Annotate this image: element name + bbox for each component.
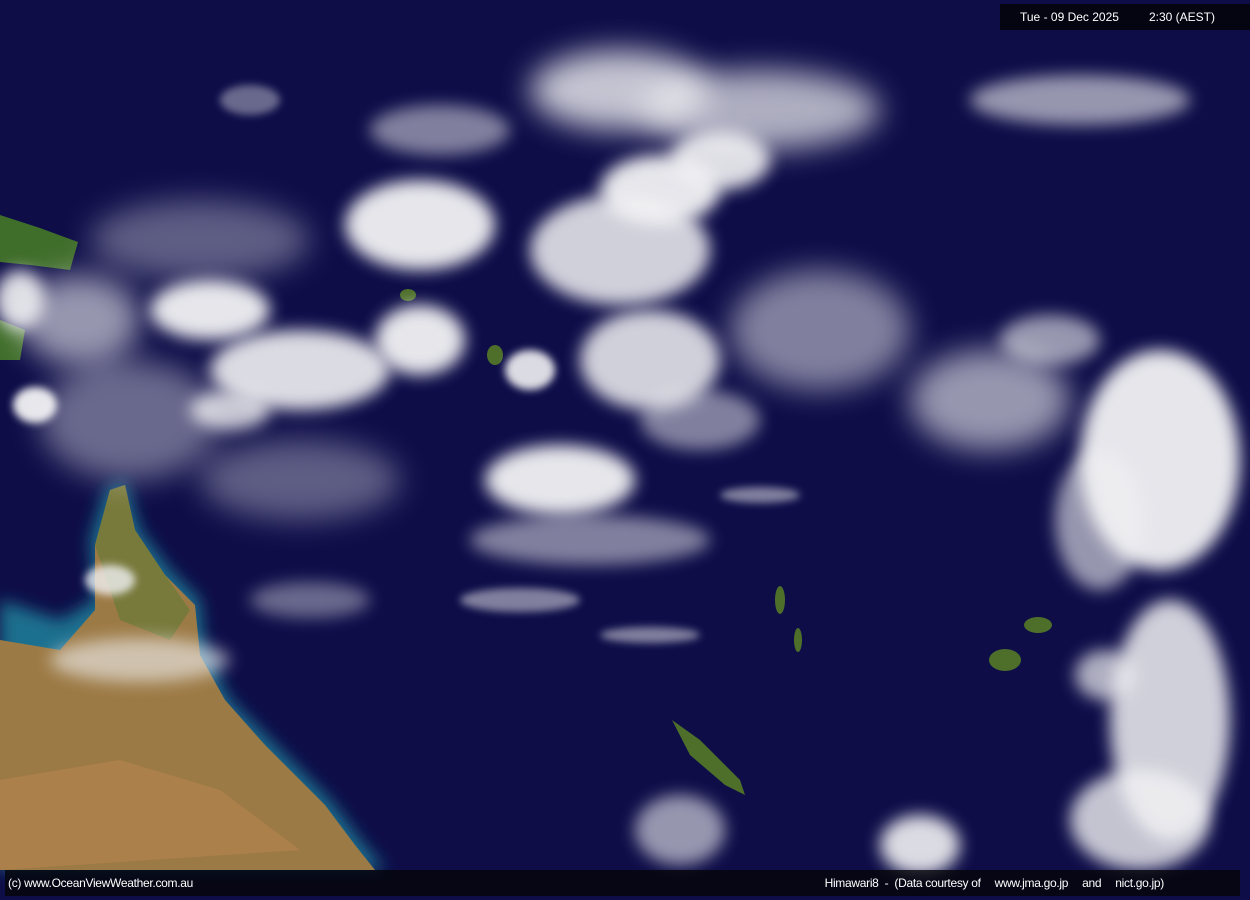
cloud xyxy=(640,390,760,450)
cloud xyxy=(1070,770,1210,870)
cloud xyxy=(370,105,510,155)
time-label: 2:30 (AEST) xyxy=(1148,10,1215,24)
cloud xyxy=(210,330,390,410)
cloud xyxy=(485,445,635,515)
cloud xyxy=(600,627,700,643)
date-label: Tue - 09 Dec 2025 xyxy=(1020,10,1119,24)
cloud xyxy=(345,180,495,270)
jma-link[interactable]: www.jma.go.jp xyxy=(994,876,1069,890)
cloud xyxy=(150,280,270,340)
cloud xyxy=(880,815,960,875)
cloud xyxy=(85,565,135,595)
cloud xyxy=(220,85,280,115)
cloud xyxy=(730,270,910,390)
cloud xyxy=(40,360,220,480)
and-label: and xyxy=(1082,876,1102,890)
satellite-label: Himawari8 - (Data courtesy of xyxy=(824,876,981,890)
copyright-link[interactable]: (c) www.OceanViewWeather.com.au xyxy=(8,876,194,890)
cloud xyxy=(460,588,580,612)
cloud xyxy=(200,440,400,520)
cloud-cover xyxy=(0,50,1240,875)
cloud xyxy=(720,487,800,503)
cloud xyxy=(50,638,230,682)
cloud xyxy=(910,350,1070,450)
cloud xyxy=(470,515,710,565)
cloud xyxy=(0,270,45,330)
png-landmass xyxy=(0,215,78,360)
data-credit: Himawari8 - (Data courtesy of www.jma.go… xyxy=(824,876,1165,890)
cloud xyxy=(250,582,370,618)
islands xyxy=(400,289,1052,795)
cloud xyxy=(505,350,555,390)
cloud xyxy=(970,75,1190,125)
cloud xyxy=(20,275,140,365)
cloud xyxy=(530,195,710,305)
cloud xyxy=(580,310,720,410)
cloud xyxy=(1000,315,1100,365)
cloud xyxy=(375,305,465,375)
cloud xyxy=(1055,450,1145,590)
footer-bar: (c) www.OceanViewWeather.com.au Himawari… xyxy=(5,870,1240,896)
cloud xyxy=(635,795,725,865)
cloud xyxy=(1075,650,1135,700)
cloud xyxy=(670,130,770,190)
cloud xyxy=(90,200,310,280)
timestamp-bar: Tue - 09 Dec 2025 2:30 (AEST) xyxy=(1000,4,1250,30)
cloud xyxy=(640,70,880,150)
nict-link[interactable]: nict.go.jp) xyxy=(1115,876,1164,890)
